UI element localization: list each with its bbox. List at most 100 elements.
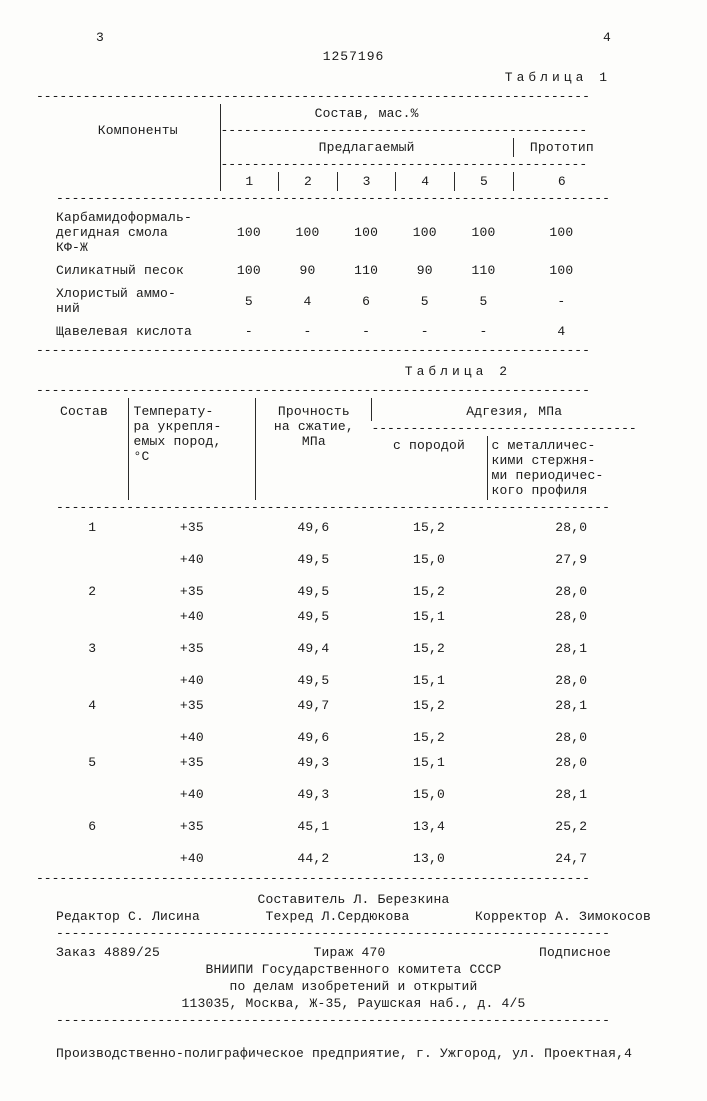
divider: ----------------------------------------… xyxy=(36,871,671,886)
cell: 100 xyxy=(220,259,279,282)
row-label: Силикатный песок xyxy=(56,259,220,282)
tirazh: Тираж 470 xyxy=(314,945,386,960)
cell: 27,9 xyxy=(487,540,656,572)
doc-number: 1257196 xyxy=(36,49,671,64)
table-row: +4049,515,027,9 xyxy=(56,540,656,572)
cell: 15,0 xyxy=(371,540,486,572)
org1: ВНИИПИ Государственного комитета СССР xyxy=(56,962,651,977)
table-row: 4+3549,715,228,1 xyxy=(56,693,656,718)
table-row: Карбамидоформаль- дегидная смола КФ-Ж100… xyxy=(56,206,610,259)
cell: 6 xyxy=(56,807,128,839)
cell: +40 xyxy=(128,839,255,871)
t1-col-prototype: Прототип xyxy=(513,138,610,157)
cell: 15,1 xyxy=(371,750,486,775)
cell xyxy=(56,775,128,807)
cell: 5 xyxy=(395,282,454,320)
t1-cn-6: 6 xyxy=(513,172,610,191)
divider: ----------------------------------------… xyxy=(36,343,671,358)
cell: - xyxy=(220,320,279,343)
table-row: Силикатный песок1009011090110100 xyxy=(56,259,610,282)
table-row: 1+3549,615,228,0 xyxy=(56,515,656,540)
tehred: Техред Л.Сердюкова xyxy=(265,909,409,924)
cell: 25,2 xyxy=(487,807,656,839)
cell: 49,5 xyxy=(255,572,371,604)
cell: 100 xyxy=(220,206,279,259)
org2: по делам изобретений и открытий xyxy=(56,979,651,994)
row-label: Карбамидоформаль- дегидная смола КФ-Ж xyxy=(56,206,220,259)
row-label: Хлористый аммо- ний xyxy=(56,282,220,320)
cell: 15,1 xyxy=(371,604,486,629)
cell: 110 xyxy=(337,259,396,282)
zakaz: Заказ 4889/25 xyxy=(56,945,160,960)
cell: 5 xyxy=(56,750,128,775)
t1-col-proposed: Предлагаемый xyxy=(220,138,513,157)
cell: 44,2 xyxy=(255,839,371,871)
table-row: 2+3549,515,228,0 xyxy=(56,572,656,604)
cell: 3 xyxy=(56,629,128,661)
cell: +40 xyxy=(128,604,255,629)
cell: 5 xyxy=(220,282,279,320)
cell: +40 xyxy=(128,775,255,807)
cell: 2 xyxy=(56,572,128,604)
cell: 15,2 xyxy=(371,572,486,604)
addr: 113035, Москва, Ж-35, Раушская наб., д. … xyxy=(56,996,651,1011)
cell: 4 xyxy=(278,282,337,320)
cell: - xyxy=(395,320,454,343)
table-row: +4049,515,128,0 xyxy=(56,604,656,629)
cell: +35 xyxy=(128,750,255,775)
t1-cn-2: 2 xyxy=(278,172,337,191)
cell: 49,5 xyxy=(255,661,371,693)
cell: 28,0 xyxy=(487,572,656,604)
cell: +35 xyxy=(128,629,255,661)
cell: 4 xyxy=(513,320,610,343)
t2-col-adg: Адгезия, МПа xyxy=(371,398,656,421)
cell: 1 xyxy=(56,515,128,540)
divider: ----------------------------------------… xyxy=(56,1013,651,1028)
sostavitel: Составитель Л. Березкина xyxy=(56,892,651,907)
table2: Состав Температу- ра укрепля- емых пород… xyxy=(56,398,656,871)
cell: 13,0 xyxy=(371,839,486,871)
cell: 4 xyxy=(56,693,128,718)
t2-col-adg-a: с породой xyxy=(371,436,486,500)
table-row: 6+3545,113,425,2 xyxy=(56,807,656,839)
cell: 49,4 xyxy=(255,629,371,661)
t2-col-adg-b: с металличес- кими стержня- ми периодиче… xyxy=(487,436,656,500)
cell: +35 xyxy=(128,693,255,718)
cell xyxy=(56,661,128,693)
cell: 100 xyxy=(454,206,513,259)
cell: 28,0 xyxy=(487,718,656,750)
cell: - xyxy=(454,320,513,343)
t1-cn-3: 3 xyxy=(337,172,396,191)
cell: 28,0 xyxy=(487,604,656,629)
page-left: 3 xyxy=(96,30,104,45)
cell: 49,5 xyxy=(255,604,371,629)
cell: 90 xyxy=(278,259,337,282)
cell: 100 xyxy=(395,206,454,259)
table-row: +4049,315,028,1 xyxy=(56,775,656,807)
cell: - xyxy=(337,320,396,343)
cell: 28,1 xyxy=(487,629,656,661)
t2-col-proch: Прочность на сжатие, МПа xyxy=(255,398,371,500)
table-row: +4049,615,228,0 xyxy=(56,718,656,750)
cell: 49,3 xyxy=(255,775,371,807)
table2-caption: Таблица 2 xyxy=(36,364,511,379)
t1-cn-4: 4 xyxy=(395,172,454,191)
table1-caption: Таблица 1 xyxy=(36,70,611,85)
cell: +40 xyxy=(128,661,255,693)
divider: ----------------------------------------… xyxy=(56,926,651,941)
cell: 15,2 xyxy=(371,515,486,540)
footer: Составитель Л. Березкина Редактор С. Лис… xyxy=(56,892,651,1061)
t1-col-numbers: 1 2 3 4 5 6 xyxy=(56,172,610,191)
cell: 100 xyxy=(513,206,610,259)
cell: 28,0 xyxy=(487,750,656,775)
cell: 49,6 xyxy=(255,515,371,540)
divider: ----------------------------------------… xyxy=(36,383,671,398)
cell: 49,3 xyxy=(255,750,371,775)
t1-col-composition: Состав, мас.% xyxy=(220,104,513,123)
podpis: Подписное xyxy=(539,945,611,960)
t2-col-temp: Температу- ра укрепля- емых пород, °С xyxy=(128,398,255,500)
cell: 13,4 xyxy=(371,807,486,839)
cell xyxy=(56,604,128,629)
t1-col-components: Компоненты xyxy=(56,104,220,157)
cell: 28,0 xyxy=(487,661,656,693)
